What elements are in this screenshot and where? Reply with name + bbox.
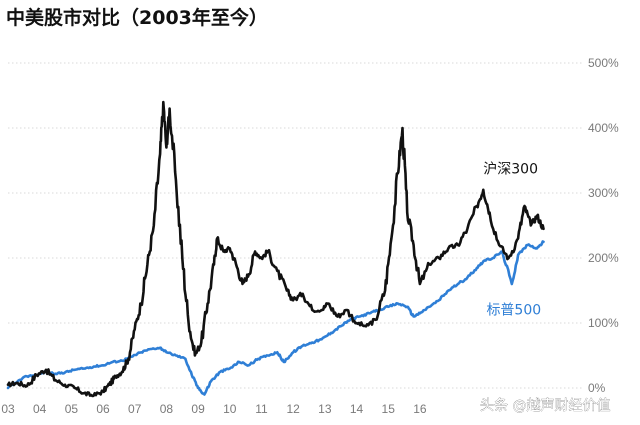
x-tick-label: 11 [255,402,268,416]
series-labels: 标普500 沪深300 [483,162,541,319]
y-tick-label: 200% [588,251,619,265]
y-tick-label: 500% [588,56,619,70]
chart-title: 中美股市对比（2003年至今） [6,6,268,29]
watermark-text: 头条 @越声财经价值 [480,397,610,414]
y-axis: 0% 100% 200% 300% 400% 500% [588,56,619,395]
x-tick-label: 06 [96,402,110,416]
series-line-csi300 [6,100,545,398]
series-layer [6,100,545,398]
x-tick-label: 03 [1,402,15,416]
x-tick-label: 10 [223,402,237,416]
series-label-csi300: 沪深300 [483,162,538,178]
y-tick-label: 300% [588,186,619,200]
x-tick-label: 04 [33,402,47,416]
x-tick-label: 07 [128,402,142,416]
x-axis: 03 04 05 06 07 08 09 10 11 12 13 14 15 16 [1,402,427,416]
y-tick-label: 100% [588,316,619,330]
x-tick-label: 12 [286,402,300,416]
y-tick-label: 0% [588,381,606,395]
x-tick-label: 05 [65,402,79,416]
x-tick-label: 13 [318,402,332,416]
x-tick-label: 09 [191,402,205,416]
series-line-sp500 [6,240,545,396]
x-tick-label: 08 [160,402,174,416]
x-tick-label: 16 [413,402,427,416]
x-tick-label: 15 [382,402,396,416]
series-label-sp500: 标普500 [486,303,541,319]
grid [8,62,582,389]
y-tick-label: 400% [588,121,619,135]
x-tick-label: 14 [350,402,364,416]
